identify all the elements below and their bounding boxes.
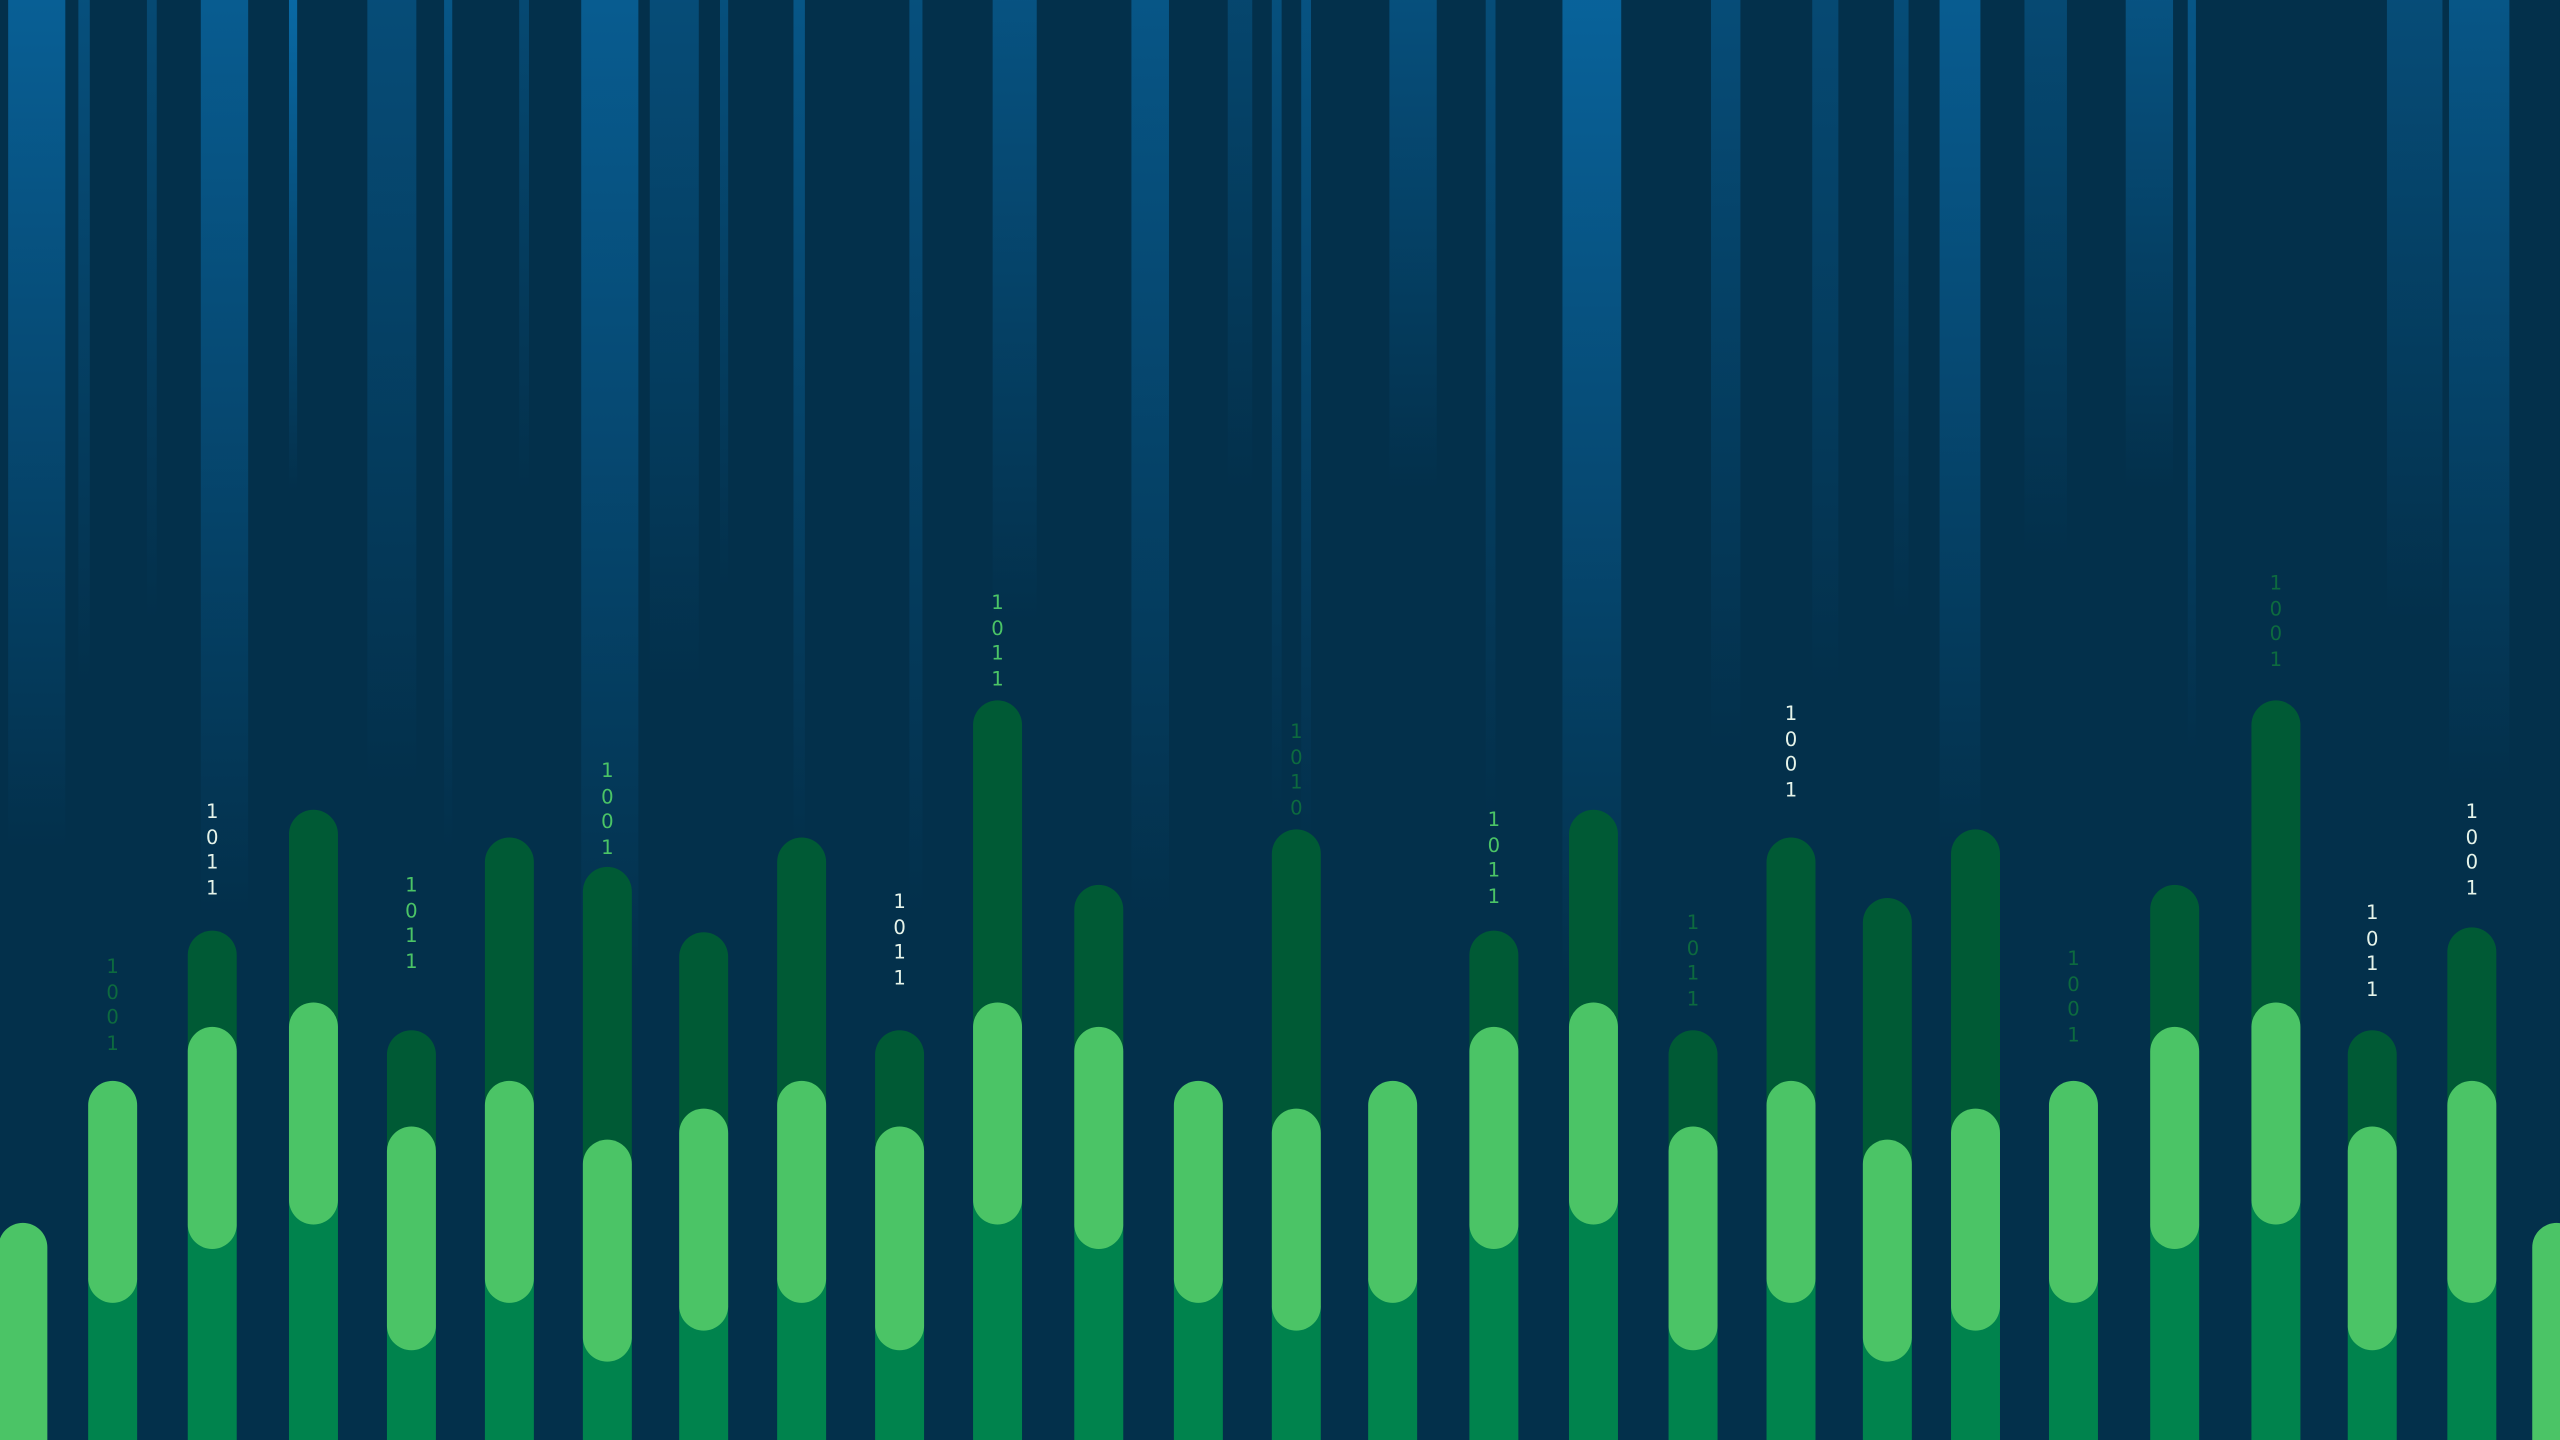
bar-light-segment xyxy=(1668,1126,1718,1351)
bar-base-segment xyxy=(777,1278,827,1440)
binary-label: 1 0 0 1 xyxy=(2269,571,2283,671)
light-streak xyxy=(909,0,923,915)
bar-base-segment xyxy=(288,1199,338,1440)
bar-base-segment xyxy=(1469,1224,1519,1440)
light-streak xyxy=(8,0,66,849)
light-streak xyxy=(519,0,529,490)
light-streak xyxy=(444,0,453,849)
light-streak xyxy=(367,0,417,784)
bar-light-segment xyxy=(2532,1222,2560,1440)
binary-label: 1 0 1 1 xyxy=(991,591,1004,690)
light-streak xyxy=(1227,0,1253,490)
bar-light-segment xyxy=(582,1139,632,1362)
bar-light-segment xyxy=(1173,1080,1223,1303)
bar-light-segment xyxy=(1271,1108,1321,1331)
bar-base-segment xyxy=(2447,1278,2497,1440)
light-streak xyxy=(2448,0,2510,784)
bar-light-segment xyxy=(0,1222,48,1440)
binary-label: 1 0 1 1 xyxy=(893,889,906,989)
bar-base-segment xyxy=(973,1199,1023,1440)
bar-base-segment xyxy=(2048,1278,2098,1440)
light-streak xyxy=(581,0,639,980)
bar-base-segment xyxy=(1568,1199,1618,1440)
binary-label: 1 0 1 1 xyxy=(2365,901,2379,1000)
binary-label: 1 0 1 1 xyxy=(1686,911,1700,1010)
light-streak xyxy=(1271,0,1282,817)
light-streak xyxy=(1711,0,1741,752)
bar-light-segment xyxy=(2150,1026,2200,1249)
binary-label: 1 0 0 1 xyxy=(106,955,119,1054)
bar-light-segment xyxy=(484,1080,534,1303)
bar-light-segment xyxy=(1074,1026,1124,1249)
light-streak xyxy=(1893,0,1909,621)
light-streak xyxy=(78,0,90,686)
bar-light-segment xyxy=(288,1002,338,1225)
light-streak xyxy=(2386,0,2443,621)
bar-light-segment xyxy=(386,1126,436,1351)
bar-base-segment xyxy=(2150,1224,2200,1440)
binary-label: 1 0 1 0 xyxy=(1290,719,1303,819)
light-streak xyxy=(2024,0,2067,556)
binary-label: 1 0 1 1 xyxy=(1487,808,1501,907)
bar-light-segment xyxy=(875,1126,925,1351)
light-streak xyxy=(2125,0,2174,490)
bar-base-segment xyxy=(484,1278,534,1440)
bar-light-segment xyxy=(88,1080,138,1303)
bar-light-segment xyxy=(973,1002,1023,1225)
binary-label: 1 0 0 1 xyxy=(1784,702,1798,801)
light-streak xyxy=(992,0,1037,621)
binary-label: 1 0 0 1 xyxy=(601,759,614,858)
bar-base-segment xyxy=(1173,1278,1223,1440)
bar-light-segment xyxy=(1368,1080,1418,1303)
light-streak xyxy=(1812,0,1839,686)
bar-light-segment xyxy=(2251,1002,2301,1225)
light-streak xyxy=(146,0,157,621)
bar-light-segment xyxy=(1568,1002,1618,1225)
bar-light-segment xyxy=(2048,1080,2098,1303)
bar-light-segment xyxy=(1951,1108,2000,1331)
binary-label: 1 0 0 1 xyxy=(2465,799,2479,899)
binary-label: 1 0 1 1 xyxy=(205,799,219,899)
light-streak xyxy=(1301,0,1312,849)
binary-label: 1 0 0 1 xyxy=(2067,946,2080,1046)
light-streak xyxy=(288,0,298,490)
binary-label: 1 0 1 1 xyxy=(405,873,418,973)
bar-light-segment xyxy=(2347,1126,2397,1351)
bar-light-segment xyxy=(187,1026,237,1249)
light-streak xyxy=(649,0,699,686)
bar-light-segment xyxy=(1766,1080,1816,1303)
light-streak xyxy=(1939,0,1981,849)
bar-light-segment xyxy=(679,1108,729,1331)
bar-base-segment xyxy=(1074,1224,1124,1440)
bar-base-segment xyxy=(1368,1278,1418,1440)
bar-light-segment xyxy=(1862,1139,1912,1362)
light-streak xyxy=(2187,0,2196,752)
light-streak xyxy=(1485,0,1496,817)
bar-base-segment xyxy=(187,1224,237,1440)
light-streak xyxy=(719,0,729,588)
bar-light-segment xyxy=(777,1080,827,1303)
light-streak xyxy=(793,0,805,849)
bar-base-segment xyxy=(88,1278,138,1440)
bar-light-segment xyxy=(1469,1026,1519,1249)
light-streak xyxy=(1131,0,1169,915)
bar-base-segment xyxy=(1766,1278,1816,1440)
light-streak xyxy=(200,0,249,915)
bar-light-segment xyxy=(2447,1080,2497,1303)
light-streak xyxy=(1389,0,1437,490)
bar-base-segment xyxy=(2251,1199,2301,1440)
